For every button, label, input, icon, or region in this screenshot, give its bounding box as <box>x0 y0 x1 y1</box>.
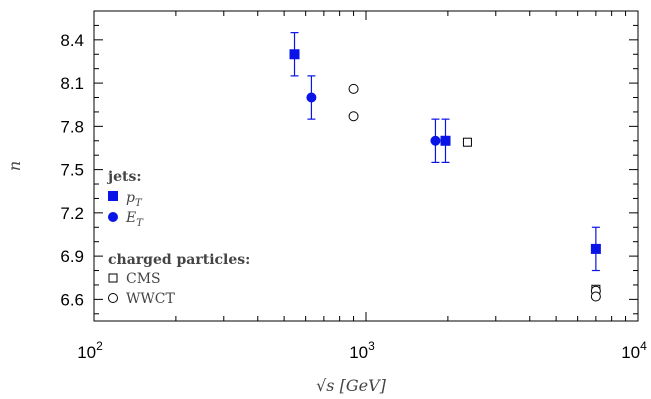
point-wwct <box>590 291 601 302</box>
x-tick-label-exponent: 2 <box>96 339 103 353</box>
point-p-t <box>289 49 300 60</box>
point-p-t <box>440 135 451 146</box>
y-tick-label: 6.9 <box>60 247 84 266</box>
y-tick-label: 8.4 <box>60 31 84 50</box>
legend-group-charged-title: charged particles: <box>108 252 250 268</box>
point-e-t <box>430 135 441 146</box>
x-tick-label-base: 10 <box>621 343 640 362</box>
y-tick-label: 6.6 <box>60 290 84 309</box>
x-tick-label-exponent: 3 <box>368 339 375 353</box>
x-tick-label: 104 <box>621 339 647 362</box>
legend-label-et: ET <box>125 210 144 229</box>
x-axis-label: √s [GeV] <box>316 376 387 395</box>
x-tick-label-base: 10 <box>349 343 368 362</box>
y-axis-ticks: 6.6 6.9 7.2 7.5 7.8 8.1 8.4 <box>60 10 638 315</box>
legend: jets: pT ET charged particles: CMS WWCT <box>106 169 250 307</box>
legend-marker-cms <box>108 273 118 283</box>
y-tick-label: 7.5 <box>60 161 84 180</box>
point-p-t <box>590 243 601 254</box>
x-tick-label: 103 <box>349 339 375 362</box>
x-axis-ticks: 102 103 104 <box>77 11 647 362</box>
legend-group-jets-title: jets: <box>106 169 142 185</box>
point-wwct <box>348 83 359 94</box>
x-tick-label-exponent: 4 <box>640 339 647 353</box>
point-wwct <box>348 111 359 122</box>
y-axis-label: n <box>5 161 24 171</box>
point-cms <box>462 137 472 147</box>
legend-label-cms: CMS <box>126 271 161 287</box>
legend-label-pt: pT <box>126 190 143 209</box>
plot-frame <box>93 10 639 322</box>
y-tick-label: 7.2 <box>60 204 84 223</box>
y-tick-label: 7.8 <box>60 117 84 136</box>
legend-marker-et <box>108 212 118 222</box>
x-tick-label: 102 <box>77 339 103 362</box>
x-tick-label-base: 10 <box>77 343 96 362</box>
legend-marker-pt <box>108 191 118 201</box>
legend-label-wwct: WWCT <box>126 291 175 307</box>
y-tick-label: 8.1 <box>60 74 84 93</box>
legend-marker-wwct <box>108 293 118 303</box>
point-e-t <box>306 92 317 103</box>
data-marks <box>289 32 601 302</box>
